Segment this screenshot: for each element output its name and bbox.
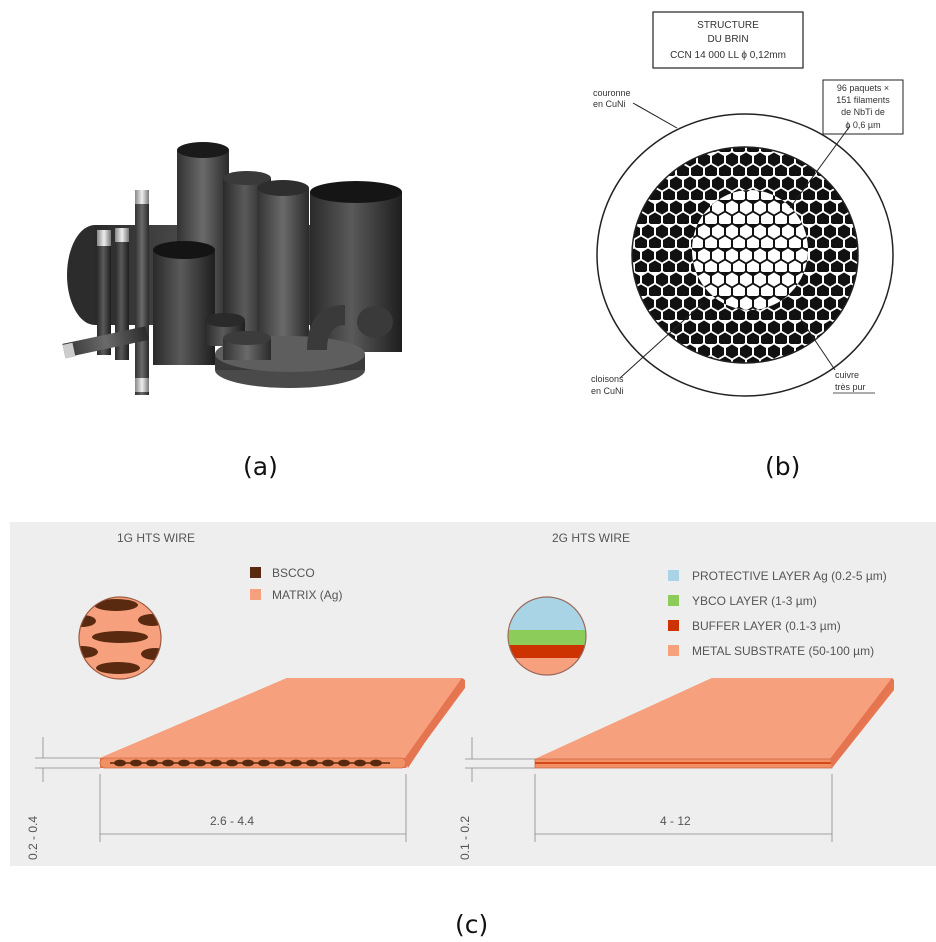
couronne-line-2: en CuNi: [593, 99, 626, 109]
strand-cross-section: STRUCTURE DU BRIN CCN 14 000 LL ϕ 0,12mm…: [591, 11, 904, 397]
cuivre-line-2: très pur: [835, 382, 866, 392]
legend-swatch-protective: [668, 570, 679, 581]
panel-label-c: (c): [455, 910, 489, 939]
wire-1g-width: 2.6 - 4.4: [210, 814, 254, 828]
legend-label-protective: PROTECTIVE LAYER Ag (0.2-5 µm): [692, 569, 887, 583]
wire-2g-thickness: 0.1 - 0.2: [458, 816, 472, 860]
title-line-2: DU BRIN: [707, 34, 748, 45]
legend-label-buffer: BUFFER LAYER (0.1-3 µm): [692, 619, 841, 633]
wire-1g-thickness: 0.2 - 0.4: [26, 816, 40, 860]
wire-1g-title: 1G HTS WIRE: [117, 531, 195, 545]
legend-label-substrate: METAL SUBSTRATE (50-100 µm): [692, 644, 874, 658]
wire-2g-title: 2G HTS WIRE: [552, 531, 630, 545]
title-line-3: CCN 14 000 LL ϕ 0,12mm: [670, 50, 786, 61]
legend-swatch-matrix: [250, 589, 261, 600]
legend-swatch-ybco: [668, 595, 679, 606]
paquets-line-3: de NbTi de: [841, 107, 885, 117]
cloisons-line-1: cloisons: [591, 374, 624, 384]
carbon-tubes-photo: [62, 142, 402, 395]
panel-label-b: (b): [765, 452, 801, 481]
legend-label-bscco: BSCCO: [272, 566, 315, 580]
cloisons-line-2: en CuNi: [591, 386, 624, 396]
panel-label-a: (a): [243, 452, 278, 481]
paquets-line-2: 151 filaments: [836, 95, 890, 105]
legend-label-matrix: MATRIX (Ag): [272, 588, 342, 602]
paquets-line-1: 96 paquets ×: [837, 83, 889, 93]
bscco-filaments: [110, 759, 390, 767]
cuivre-line-1: cuivre: [835, 370, 859, 380]
legend-label-ybco: YBCO LAYER (1-3 µm): [692, 594, 817, 608]
legend-swatch-bscco: [250, 567, 261, 578]
hts-wire-diagram: 1G HTS WIRE BSCCO MATRIX (Ag): [10, 522, 936, 866]
title-line-1: STRUCTURE: [697, 20, 759, 31]
wire-2g-width: 4 - 12: [660, 814, 691, 828]
legend-swatch-buffer: [668, 620, 679, 631]
legend-swatch-substrate: [668, 645, 679, 656]
paquets-line-4: ϕ 0,6 µm: [845, 120, 880, 130]
couronne-line-1: couronne: [593, 88, 631, 98]
